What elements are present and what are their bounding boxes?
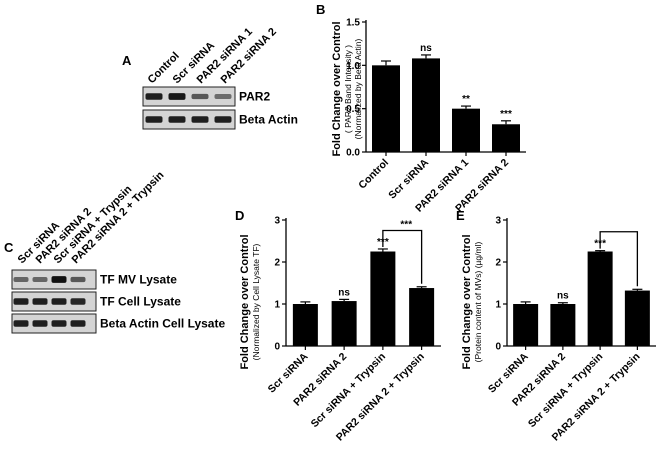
blot-label: Beta Actin xyxy=(239,113,298,127)
y-tick-label: 0 xyxy=(495,342,501,353)
y-tick-label: 0.0 xyxy=(346,148,360,159)
comparison-bracket xyxy=(382,229,423,284)
bar xyxy=(292,304,318,346)
panel-b-label: B xyxy=(316,2,325,17)
blot-band xyxy=(168,116,186,123)
y-axis-title: Fold Change over Control xyxy=(461,234,473,369)
blot-band xyxy=(32,276,48,283)
blot-band xyxy=(51,298,67,305)
bar xyxy=(331,301,357,346)
significance-label: ns xyxy=(420,43,432,54)
panel-d-label: D xyxy=(235,208,244,223)
panel-a-lane-labels: Control Scr siRNA PAR2 siRNA 1 PAR2 siRN… xyxy=(146,26,279,86)
y-tick-label: 2 xyxy=(495,258,501,269)
panel-b: B Fold Change over Control ( PAR2 Band I… xyxy=(316,2,526,215)
blot-band xyxy=(214,94,232,99)
blot-label: PAR2 xyxy=(239,90,270,104)
blot-band xyxy=(145,116,163,123)
bar xyxy=(452,108,480,152)
bar xyxy=(372,65,400,152)
blot-band xyxy=(191,116,209,123)
significance-label: ns xyxy=(557,291,569,302)
panel-c-lane-labels: Scr siRNA PAR2 siRNA 2 Scr siRNA + Tryps… xyxy=(16,169,167,266)
blot-band xyxy=(70,276,86,283)
blot-band xyxy=(191,93,209,100)
blot-band xyxy=(145,93,163,100)
comparison-bracket xyxy=(599,231,639,287)
blot-band xyxy=(51,276,67,283)
bar xyxy=(550,304,576,346)
blot-label: Beta Actin Cell Lysate xyxy=(100,317,225,331)
lane-label: Scr siRNA + Trypsin xyxy=(52,183,135,266)
bar xyxy=(409,288,435,346)
y-tick-label: 1.5 xyxy=(346,18,360,29)
panel-a-blots: PAR2 Beta Actin xyxy=(142,86,298,130)
blot-band xyxy=(70,320,86,327)
category-label: Scr siRNA + Trypsin xyxy=(309,351,388,430)
blot-strip xyxy=(142,109,236,130)
significance-label: ** xyxy=(462,94,470,105)
panel-c-blots: TF MV Lysate TF Cell Lysate Beta Actin Cel… xyxy=(11,269,225,334)
bar xyxy=(624,290,650,346)
bar xyxy=(587,251,613,346)
blot-label: TF Cell Lysate xyxy=(100,295,181,309)
y-tick-label: 1.0 xyxy=(346,61,360,72)
blot-label: TF MV Lysate xyxy=(100,273,177,287)
y-axis-subtitle: (Normalized by Beta Actin) xyxy=(353,39,363,140)
panel-c-label: C xyxy=(4,240,14,255)
panel-e: E Fold Change over Control (Protein cont… xyxy=(456,208,656,444)
bracket-label: *** xyxy=(400,220,412,231)
panel-d: D Fold Change over Control (Normalized b… xyxy=(235,208,441,444)
blot-band xyxy=(70,298,86,305)
category-label: Control xyxy=(356,157,391,192)
y-tick-label: 3 xyxy=(274,216,280,227)
y-axis-subtitle: (Normalized by Cell Lysate TF) xyxy=(251,243,261,360)
blot-band xyxy=(13,298,29,305)
panel-e-label: E xyxy=(456,208,465,223)
y-tick-label: 3 xyxy=(495,216,501,227)
blot-band xyxy=(214,116,232,123)
panel-a-label: A xyxy=(122,53,132,68)
blot-strip xyxy=(142,86,236,107)
blot-band xyxy=(32,320,48,327)
blot-band xyxy=(13,320,29,327)
y-axis-subtitle: (Protein content of MVs) (µg/ml) xyxy=(473,242,483,363)
bar xyxy=(492,124,520,152)
panel-a: A Control Scr siRNA PAR2 siRNA 1 PAR2 si… xyxy=(122,26,298,130)
y-axis-subtitle: ( PAR2 Band Intensity ) xyxy=(343,45,353,133)
panel-c: C Scr siRNA PAR2 siRNA 2 Scr siRNA + Try… xyxy=(4,169,225,334)
bar xyxy=(513,304,539,346)
y-tick-label: 1 xyxy=(495,300,501,311)
significance-label: *** xyxy=(500,109,512,120)
significance-label: ns xyxy=(338,287,350,298)
bar xyxy=(412,58,440,152)
blot-band xyxy=(168,93,186,100)
blot-band xyxy=(32,298,48,305)
y-tick-label: 0.5 xyxy=(346,104,360,115)
blot-band xyxy=(13,276,29,283)
y-axis-title: Fold Change over Control xyxy=(239,234,251,369)
y-tick-label: 1 xyxy=(274,300,280,311)
y-axis-title: Fold Change over Control xyxy=(331,21,343,156)
y-tick-label: 2 xyxy=(274,258,280,269)
y-tick-label: 0 xyxy=(274,342,280,353)
blot-band xyxy=(51,320,67,327)
bar xyxy=(370,251,396,346)
